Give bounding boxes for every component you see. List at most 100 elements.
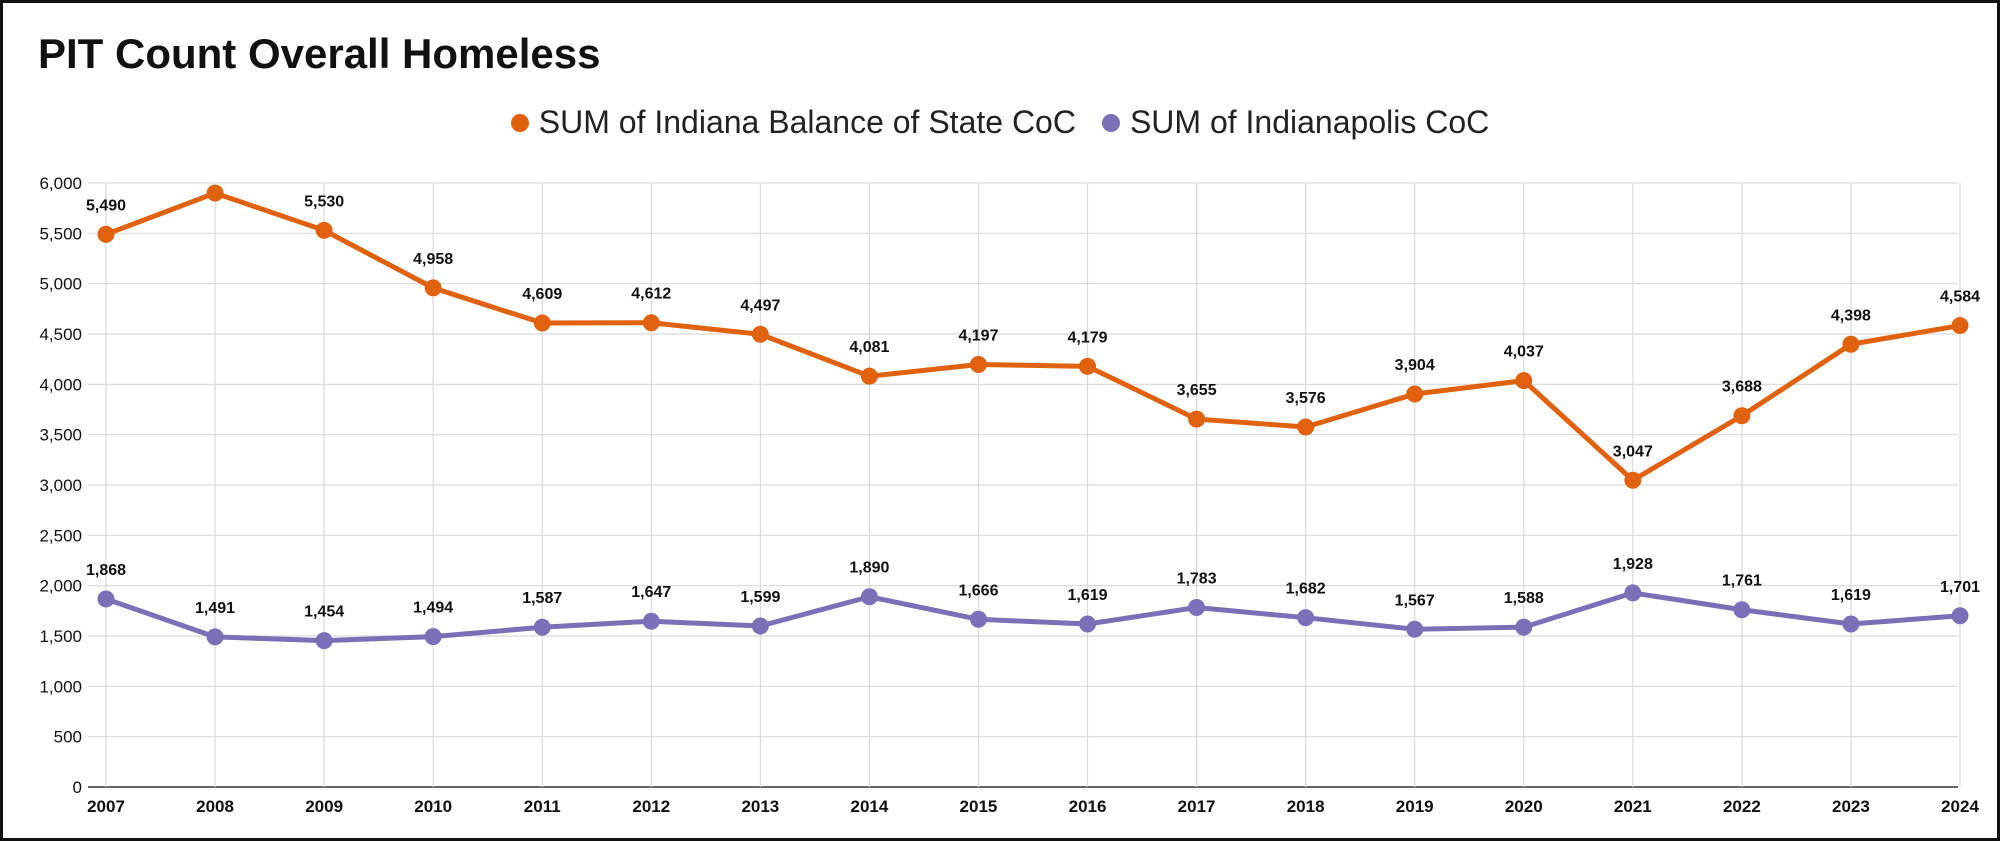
data-label: 5,530 bbox=[304, 193, 344, 210]
y-tick-label: 5,000 bbox=[39, 275, 82, 294]
data-point bbox=[969, 356, 987, 374]
data-point bbox=[1624, 471, 1642, 489]
y-tick-label: 4,000 bbox=[39, 375, 82, 394]
data-point bbox=[206, 184, 224, 202]
x-tick-label: 2023 bbox=[1832, 797, 1870, 816]
y-tick-label: 5,500 bbox=[39, 224, 82, 243]
data-label: 3,655 bbox=[1177, 382, 1217, 399]
data-point bbox=[1733, 601, 1751, 619]
x-tick-label: 2021 bbox=[1614, 797, 1652, 816]
data-point bbox=[860, 367, 878, 385]
x-tick-label: 2017 bbox=[1178, 797, 1216, 816]
data-label: 1,761 bbox=[1722, 573, 1762, 590]
x-tick-label: 2018 bbox=[1287, 797, 1325, 816]
data-point bbox=[1515, 618, 1533, 636]
data-point bbox=[642, 314, 660, 332]
data-label: 1,567 bbox=[1395, 592, 1435, 609]
y-tick-label: 0 bbox=[73, 778, 82, 797]
y-tick-label: 500 bbox=[54, 728, 82, 747]
x-tick-label: 2012 bbox=[632, 797, 670, 816]
data-point bbox=[1297, 609, 1315, 627]
x-tick-label: 2020 bbox=[1505, 797, 1543, 816]
x-tick-label: 2007 bbox=[87, 797, 125, 816]
data-point bbox=[1079, 357, 1097, 375]
data-point bbox=[1297, 418, 1315, 436]
data-point bbox=[1624, 584, 1642, 602]
y-tick-label: 4,500 bbox=[39, 325, 82, 344]
data-label: 1,599 bbox=[740, 589, 780, 606]
data-point bbox=[1406, 385, 1424, 403]
chart-title: PIT Count Overall Homeless bbox=[38, 30, 601, 77]
data-point bbox=[751, 617, 769, 635]
x-tick-label: 2016 bbox=[1069, 797, 1107, 816]
y-tick-label: 1,500 bbox=[39, 627, 82, 646]
y-tick-label: 3,500 bbox=[39, 426, 82, 445]
y-tick-label: 2,000 bbox=[39, 577, 82, 596]
x-tick-label: 2014 bbox=[850, 797, 888, 816]
data-label: 1,491 bbox=[195, 600, 235, 617]
data-point bbox=[1842, 335, 1860, 353]
data-label: 5,490 bbox=[86, 197, 126, 214]
data-point bbox=[751, 325, 769, 343]
data-label: 1,619 bbox=[1831, 587, 1871, 604]
x-tick-label: 2024 bbox=[1941, 797, 1979, 816]
data-point bbox=[1079, 615, 1097, 633]
data-label: 1,647 bbox=[631, 584, 671, 601]
data-label: 1,587 bbox=[522, 590, 562, 607]
data-point bbox=[315, 632, 333, 650]
data-label: 1,783 bbox=[1177, 571, 1217, 588]
x-tick-label: 2019 bbox=[1396, 797, 1434, 816]
legend-label-indianapolis: SUM of Indianapolis CoC bbox=[1129, 104, 1490, 140]
data-label: 4,037 bbox=[1504, 344, 1544, 361]
data-point bbox=[1951, 607, 1969, 625]
legend-item-balance-of-state[interactable]: SUM of Indiana Balance of State CoC bbox=[510, 104, 1076, 141]
legend-marker-indianapolis bbox=[1101, 113, 1120, 132]
data-label: 1,619 bbox=[1068, 587, 1108, 604]
data-label: 1,701 bbox=[1940, 579, 1980, 596]
data-label: 4,609 bbox=[522, 286, 562, 303]
data-point bbox=[424, 628, 442, 646]
legend-label-balance-of-state: SUM of Indiana Balance of State CoC bbox=[538, 104, 1076, 140]
x-tick-label: 2011 bbox=[524, 797, 561, 816]
data-label: 4,197 bbox=[958, 328, 998, 345]
data-label: 3,688 bbox=[1722, 379, 1762, 396]
data-point bbox=[424, 279, 442, 297]
legend-marker-balance-of-state bbox=[510, 113, 529, 132]
data-point bbox=[97, 225, 115, 243]
data-label: 4,612 bbox=[631, 286, 671, 303]
data-point bbox=[1733, 407, 1751, 425]
data-point bbox=[1951, 317, 1969, 335]
data-label: 1,454 bbox=[304, 604, 344, 621]
data-label: 4,584 bbox=[1940, 289, 1980, 306]
data-point bbox=[1515, 372, 1533, 390]
data-label: 3,047 bbox=[1613, 443, 1653, 460]
data-point bbox=[1188, 599, 1206, 617]
data-point bbox=[97, 590, 115, 608]
data-label: 4,398 bbox=[1831, 307, 1871, 324]
data-point bbox=[1406, 620, 1424, 638]
data-point bbox=[206, 628, 224, 646]
series-line-1 bbox=[105, 190, 1961, 483]
y-tick-label: 6,000 bbox=[39, 174, 82, 193]
data-label: 1,666 bbox=[958, 582, 998, 599]
data-label: 4,081 bbox=[849, 339, 889, 356]
data-point bbox=[642, 612, 660, 630]
data-label: 3,576 bbox=[1286, 390, 1326, 407]
data-point bbox=[969, 610, 987, 628]
data-label: 1,588 bbox=[1504, 590, 1544, 607]
data-point bbox=[860, 588, 878, 606]
series-line-2 bbox=[105, 590, 1961, 644]
y-tick-label: 3,000 bbox=[39, 476, 82, 495]
data-label: 3,904 bbox=[1395, 357, 1435, 374]
data-label: 1,868 bbox=[86, 562, 126, 579]
x-tick-label: 2013 bbox=[741, 797, 779, 816]
data-point bbox=[315, 221, 333, 239]
y-tick-label: 1,000 bbox=[39, 677, 82, 696]
y-tick-label: 2,500 bbox=[39, 526, 82, 545]
x-tick-label: 2022 bbox=[1723, 797, 1761, 816]
x-tick-label: 2010 bbox=[414, 797, 452, 816]
data-label: 1,494 bbox=[413, 600, 453, 617]
legend-item-indianapolis[interactable]: SUM of Indianapolis CoC bbox=[1101, 104, 1490, 141]
chart-legend: SUM of Indiana Balance of State CoC SUM … bbox=[0, 104, 2000, 141]
